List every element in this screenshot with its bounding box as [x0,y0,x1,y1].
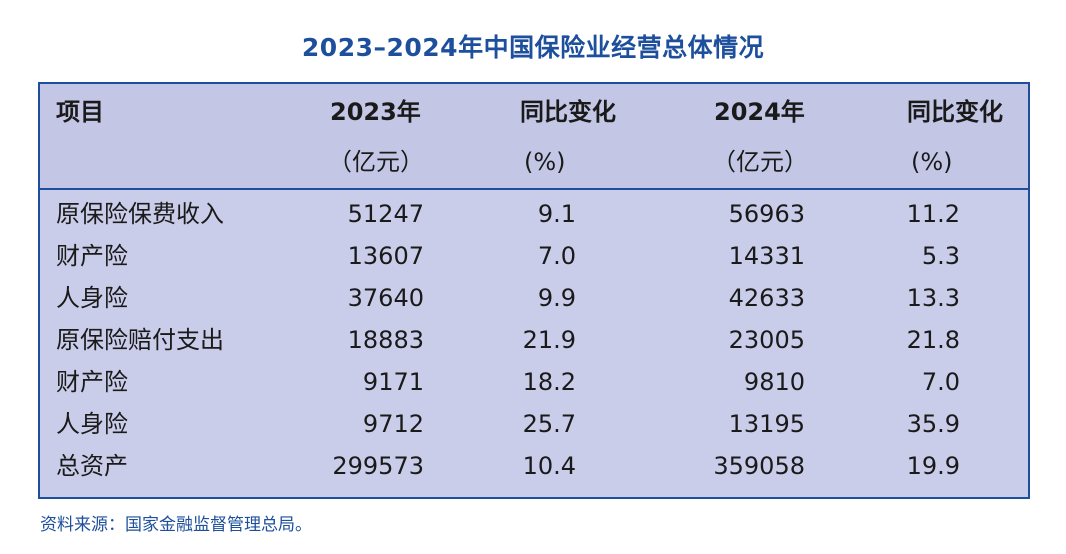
table-row: 人身险 37640 9.9 42633 13.3 [40,276,1028,320]
table-row: 原保险赔付支出 18883 21.9 23005 21.8 [40,318,1028,362]
cell-change-2024: 21.8 [906,326,960,354]
header-2024-unit: （亿元） [712,148,808,176]
cell-value-2024: 14331 [728,242,805,270]
cell-value-2023: 9171 [362,368,424,396]
header-change-2024: 同比变化 [907,98,1003,126]
header-item: 项目 [56,98,104,126]
cell-value-2023: 37640 [347,284,424,312]
cell-change-2024: 7.0 [921,368,960,396]
cell-value-2023: 13607 [347,242,424,270]
table-row: 人身险 9712 25.7 13195 35.9 [40,402,1028,446]
row-item-label: 原保险赔付支出 [56,326,224,354]
cell-value-2023: 51247 [347,200,424,228]
cell-change-2023: 9.1 [537,200,576,228]
cell-value-2023: 299573 [332,452,424,480]
header-change-2023-unit: (%) [524,148,566,176]
row-item-label: 原保险保费收入 [56,200,224,228]
cell-value-2024: 56963 [728,200,805,228]
row-item-label: 总资产 [56,452,128,480]
cell-change-2023: 7.0 [537,242,576,270]
table-title: 2023–2024年中国保险业经营总体情况 [301,33,765,62]
cell-change-2024: 11.2 [906,200,960,228]
table-row: 总资产 299573 10.4 359058 19.9 [40,444,1028,488]
row-item-label: 财产险 [56,368,128,396]
cell-change-2023: 25.7 [522,410,576,438]
table-header: 项目 2023年 （亿元） 同比变化 (%) 2024年 （亿元） 同比变化 (… [40,84,1028,190]
header-2024: 2024年 [714,98,805,126]
cell-value-2024: 359058 [713,452,805,480]
cell-change-2023: 9.9 [537,284,576,312]
row-item-label: 财产险 [56,242,128,270]
cell-change-2024: 19.9 [906,452,960,480]
cell-change-2024: 35.9 [906,410,960,438]
table-row: 财产险 9171 18.2 9810 7.0 [40,360,1028,404]
cell-change-2023: 21.9 [522,326,576,354]
row-item-label: 人身险 [56,284,128,312]
header-change-2023: 同比变化 [520,98,616,126]
table-row: 财产险 13607 7.0 14331 5.3 [40,234,1028,278]
data-table: 项目 2023年 （亿元） 同比变化 (%) 2024年 （亿元） 同比变化 (… [38,82,1030,499]
cell-change-2023: 18.2 [522,368,576,396]
cell-value-2024: 42633 [728,284,805,312]
cell-change-2023: 10.4 [522,452,576,480]
cell-value-2023: 9712 [362,410,424,438]
cell-value-2024: 23005 [728,326,805,354]
cell-value-2024: 9810 [743,368,805,396]
header-2023: 2023年 [330,98,421,126]
source-note: 资料来源：国家金融监督管理总局。 [40,515,312,535]
cell-change-2024: 5.3 [921,242,960,270]
header-change-2024-unit: (%) [911,148,953,176]
cell-value-2023: 18883 [347,326,424,354]
cell-change-2024: 13.3 [906,284,960,312]
header-2023-unit: （亿元） [328,148,424,176]
row-item-label: 人身险 [56,410,128,438]
table-row: 原保险保费收入 51247 9.1 56963 11.2 [40,192,1028,236]
cell-value-2024: 13195 [728,410,805,438]
